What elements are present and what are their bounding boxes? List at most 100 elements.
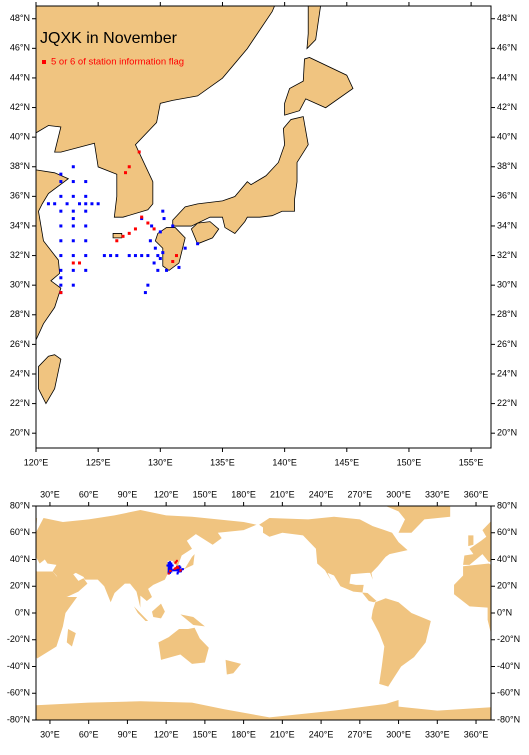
x-tick-label: 240°E <box>309 729 334 739</box>
station-point <box>71 224 75 228</box>
y-tick-label: 40°N <box>497 554 517 564</box>
station-point <box>167 566 170 569</box>
y-tick-label: 20°N <box>10 428 30 438</box>
x-tick-label: 180°E <box>231 729 256 739</box>
y-tick-label: 32°N <box>10 250 30 260</box>
y-tick-label: 20°N <box>10 581 30 591</box>
station-point <box>133 227 137 231</box>
station-point <box>161 251 165 255</box>
x-tick-label: 210°E <box>270 489 295 499</box>
y-tick-label: 28°N <box>10 309 30 319</box>
station-point <box>133 254 137 258</box>
station-point <box>153 246 157 250</box>
station-point <box>59 209 63 213</box>
station-point <box>84 239 88 243</box>
y-tick-label: -40°N <box>497 661 520 671</box>
station-point <box>127 254 131 258</box>
legend-label: 5 or 6 of station information flag <box>51 57 184 68</box>
station-point <box>46 202 50 206</box>
station-point <box>84 224 88 228</box>
y-tick-label: 60°N <box>10 527 30 537</box>
x-tick-label: 360°E <box>464 489 489 499</box>
x-tick-label: 150°E <box>193 729 218 739</box>
x-tick-label: 90°E <box>118 489 138 499</box>
y-tick-label: 30°N <box>10 280 30 290</box>
station-point <box>183 246 187 250</box>
y-tick-label: 22°N <box>497 398 517 408</box>
station-point <box>178 565 181 568</box>
map-title: JQXK in November <box>40 30 178 47</box>
x-tick-label: 180°E <box>231 489 256 499</box>
station-point <box>156 254 160 258</box>
x-tick-label: 300°E <box>386 729 411 739</box>
station-point <box>59 254 63 258</box>
station-point <box>71 165 75 169</box>
y-tick-label: -60°N <box>7 688 30 698</box>
x-tick-label: 270°E <box>348 729 373 739</box>
x-tick-label: 140°E <box>272 457 297 467</box>
y-tick-label: -60°N <box>497 688 520 698</box>
y-tick-label: -20°N <box>7 634 30 644</box>
station-point <box>115 254 119 258</box>
station-point <box>171 224 175 228</box>
x-tick-label: 30°E <box>40 489 60 499</box>
station-point <box>84 194 88 198</box>
station-point <box>165 268 169 272</box>
station-point <box>59 224 63 228</box>
station-point <box>65 202 69 206</box>
station-point <box>178 568 181 571</box>
y-tick-label: 32°N <box>497 250 517 260</box>
y-tick-label: 44°N <box>10 72 30 82</box>
station-point <box>59 283 63 287</box>
station-point <box>167 567 170 570</box>
station-point <box>84 209 88 213</box>
station-point <box>170 567 173 570</box>
station-point <box>167 569 170 572</box>
y-tick-label: 26°N <box>10 339 30 349</box>
y-tick-label: -20°N <box>497 634 520 644</box>
station-point <box>162 217 166 221</box>
station-point <box>176 572 179 575</box>
station-point <box>59 239 63 243</box>
station-point <box>177 265 181 269</box>
station-point <box>124 171 128 175</box>
y-tick-label: 48°N <box>10 13 30 23</box>
station-point <box>115 239 119 243</box>
station-point <box>196 242 200 246</box>
station-point <box>167 570 170 573</box>
station-point <box>181 568 184 571</box>
x-tick-label: 155°E <box>459 457 484 467</box>
station-point <box>109 254 113 258</box>
station-point <box>78 202 82 206</box>
station-point <box>150 224 154 228</box>
station-point <box>172 569 175 572</box>
station-point <box>71 217 75 221</box>
x-tick-label: 270°E <box>348 489 373 499</box>
station-point <box>169 571 172 574</box>
y-tick-label: 42°N <box>497 102 517 112</box>
y-tick-label: -80°N <box>497 714 520 724</box>
station-point <box>102 254 106 258</box>
station-point <box>90 202 94 206</box>
map-frame <box>35 5 492 449</box>
station-point <box>158 257 162 261</box>
y-tick-label: 44°N <box>497 72 517 82</box>
y-tick-label: 42°N <box>10 102 30 112</box>
station-point <box>169 567 172 570</box>
y-tick-label: 60°N <box>497 527 517 537</box>
station-point <box>84 268 88 272</box>
station-point <box>148 239 152 243</box>
station-point <box>143 291 147 295</box>
station-point <box>140 215 144 219</box>
y-tick-label: 38°N <box>10 161 30 171</box>
x-tick-label: 120°E <box>24 457 49 467</box>
station-point <box>71 254 75 258</box>
x-tick-label: 60°E <box>79 489 99 499</box>
y-tick-label: 34°N <box>10 220 30 230</box>
y-tick-label: 80°N <box>10 500 30 510</box>
y-tick-label: 40°N <box>10 554 30 564</box>
y-tick-label: -80°N <box>7 714 30 724</box>
station-point <box>59 172 63 176</box>
y-tick-label: 40°N <box>10 132 30 142</box>
